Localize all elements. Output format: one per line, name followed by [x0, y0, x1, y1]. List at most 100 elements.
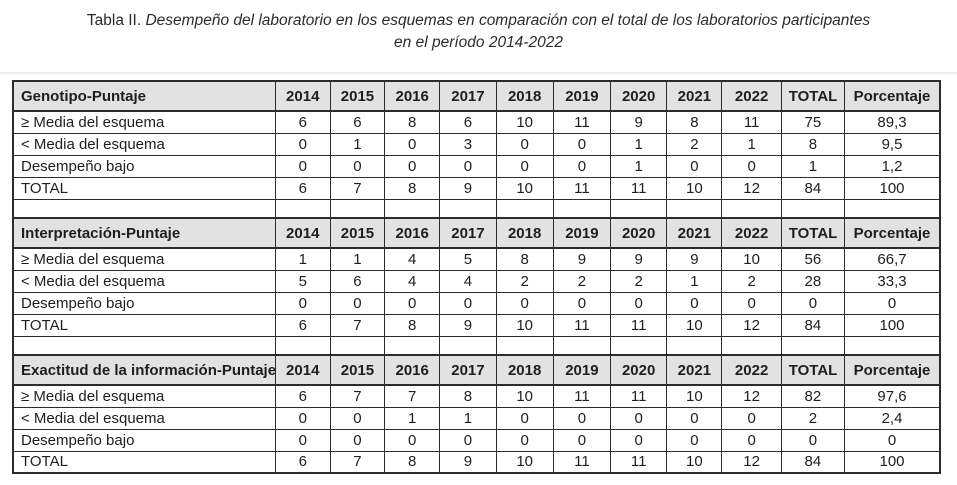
- row-label: Desempeño bajo: [12, 291, 276, 315]
- value-cell: 7: [329, 450, 386, 474]
- column-header-total: TOTAL: [780, 354, 846, 386]
- spacer-row: [12, 198, 941, 219]
- table-row: TOTAL 6 7 8 9 10 11 11 10 12 84 100: [12, 176, 941, 200]
- column-header-2021: 2021: [666, 217, 723, 249]
- value-cell: 0: [844, 291, 941, 315]
- table-row: ≥ Media del esquema 6 7 7 8 10 11 11 10 12 82 97,6: [12, 384, 941, 408]
- value-cell: 9: [439, 450, 497, 474]
- row-label: < Media del esquema: [12, 269, 276, 293]
- value-cell: 1: [329, 132, 386, 156]
- value-cell: 11: [610, 176, 668, 200]
- value-cell: 0: [495, 428, 554, 452]
- value-cell: 0: [666, 428, 723, 452]
- spacer-cell: [721, 335, 782, 356]
- value-cell: 100: [844, 176, 941, 200]
- value-cell: 0: [329, 406, 386, 430]
- value-cell: 0: [495, 132, 554, 156]
- column-header-2014: 2014: [274, 80, 331, 112]
- value-cell: 10: [666, 384, 723, 408]
- value-cell: 3: [439, 132, 497, 156]
- spacer-cell: [780, 198, 846, 219]
- value-cell: 11: [552, 176, 612, 200]
- value-cell: 8: [666, 110, 723, 134]
- spacer-cell: [274, 335, 331, 356]
- column-header-2014: 2014: [274, 354, 331, 386]
- column-header-2018: 2018: [495, 354, 554, 386]
- value-cell: 0: [384, 154, 441, 178]
- value-cell: 1: [721, 132, 782, 156]
- section-title: Interpretación-Puntaje: [12, 217, 276, 249]
- value-cell: 2: [721, 269, 782, 293]
- value-cell: 0: [329, 291, 386, 315]
- value-cell: 8: [780, 132, 846, 156]
- caption-line-2: en el período 2014-2022: [394, 34, 563, 52]
- value-cell: 4: [384, 269, 441, 293]
- table-row: < Media del esquema 0 1 0 3 0 0 1 2 1 8 9,5: [12, 132, 941, 156]
- column-header-2014: 2014: [274, 217, 331, 249]
- value-cell: 0: [666, 406, 723, 430]
- value-cell: 0: [666, 154, 723, 178]
- spacer-cell: [495, 335, 554, 356]
- value-cell: 7: [384, 384, 441, 408]
- table-row: ≥ Media del esquema 1 1 4 5 8 9 9 9 10 56 66,7: [12, 247, 941, 271]
- value-cell: 0: [552, 406, 612, 430]
- page-divider: [0, 72, 957, 74]
- column-header-2015: 2015: [329, 80, 386, 112]
- column-header-2016: 2016: [384, 80, 441, 112]
- section-header-row: Exactitud de la información-Puntaje 2014 2…: [12, 354, 941, 386]
- value-cell: 0: [329, 154, 386, 178]
- value-cell: 0: [384, 428, 441, 452]
- caption-italic-text: Desempeño del laboratorio en los esquema…: [145, 12, 871, 29]
- value-cell: 1,2: [844, 154, 941, 178]
- spacer-cell: [274, 198, 331, 219]
- table-row: Desempeño bajo 0 0 0 0 0 0 0 0 0 0 0: [12, 291, 941, 315]
- value-cell: 0: [274, 428, 331, 452]
- column-header-2015: 2015: [329, 217, 386, 249]
- spacer-cell: [495, 198, 554, 219]
- column-header-2017: 2017: [439, 354, 497, 386]
- value-cell: 0: [552, 291, 612, 315]
- value-cell: 10: [666, 450, 723, 474]
- table-row: < Media del esquema 0 0 1 1 0 0 0 0 0 2 2,4: [12, 406, 941, 430]
- spacer-cell: [552, 335, 612, 356]
- column-header-2021: 2021: [666, 354, 723, 386]
- row-label: TOTAL: [12, 176, 276, 200]
- value-cell: 1: [384, 406, 441, 430]
- value-cell: 66,7: [844, 247, 941, 271]
- value-cell: 0: [610, 428, 668, 452]
- spacer-cell: [384, 335, 441, 356]
- spacer-cell: [666, 198, 723, 219]
- value-cell: 7: [329, 313, 386, 337]
- column-header-2019: 2019: [552, 80, 612, 112]
- value-cell: 4: [439, 269, 497, 293]
- table-row: ≥ Media del esquema 6 6 8 6 10 11 9 8 11 75 89,3: [12, 110, 941, 134]
- value-cell: 12: [721, 176, 782, 200]
- value-cell: 84: [780, 176, 846, 200]
- section-title: Genotipo-Puntaje: [12, 80, 276, 112]
- column-header-2022: 2022: [721, 354, 782, 386]
- value-cell: 9: [610, 247, 668, 271]
- value-cell: 2: [495, 269, 554, 293]
- value-cell: 7: [329, 384, 386, 408]
- row-label: ≥ Media del esquema: [12, 247, 276, 271]
- row-label: Desempeño bajo: [12, 428, 276, 452]
- value-cell: 1: [610, 154, 668, 178]
- row-label: TOTAL: [12, 313, 276, 337]
- results-table: Genotipo-Puntaje 2014 2015 2016 2017 2018 2019…: [12, 80, 941, 474]
- spacer-cell: [329, 335, 386, 356]
- value-cell: 0: [552, 132, 612, 156]
- value-cell: 8: [384, 176, 441, 200]
- value-cell: 8: [384, 313, 441, 337]
- table-row: Desempeño bajo 0 0 0 0 0 0 0 0 0 0 0: [12, 428, 941, 452]
- value-cell: 0: [610, 406, 668, 430]
- value-cell: 0: [610, 291, 668, 315]
- value-cell: 0: [439, 154, 497, 178]
- section-header-row: Genotipo-Puntaje 2014 2015 2016 2017 2018 2019…: [12, 80, 941, 112]
- value-cell: 56: [780, 247, 846, 271]
- value-cell: 0: [439, 428, 497, 452]
- value-cell: 82: [780, 384, 846, 408]
- spacer-cell: [610, 335, 668, 356]
- value-cell: 8: [384, 110, 441, 134]
- spacer-cell: [12, 335, 276, 356]
- value-cell: 0: [495, 406, 554, 430]
